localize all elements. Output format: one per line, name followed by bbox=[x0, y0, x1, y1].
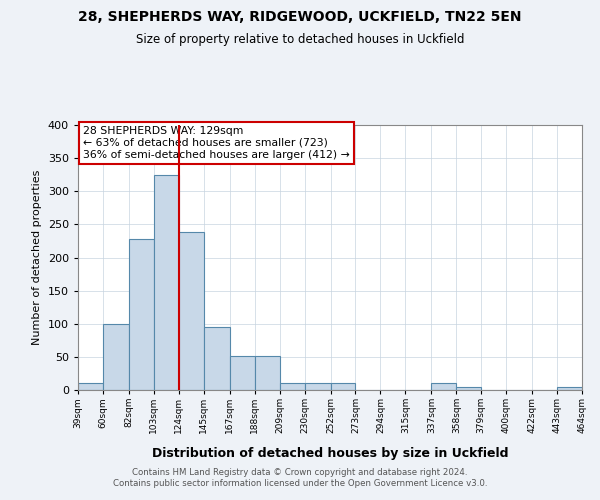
Bar bbox=[456, 386, 481, 390]
Bar bbox=[179, 232, 204, 390]
Bar bbox=[230, 356, 254, 390]
Bar bbox=[305, 384, 331, 390]
Bar bbox=[557, 386, 582, 390]
Y-axis label: Number of detached properties: Number of detached properties bbox=[32, 170, 42, 345]
Bar bbox=[103, 324, 129, 390]
Text: 28, SHEPHERDS WAY, RIDGEWOOD, UCKFIELD, TN22 5EN: 28, SHEPHERDS WAY, RIDGEWOOD, UCKFIELD, … bbox=[78, 10, 522, 24]
Bar bbox=[331, 384, 355, 390]
Text: Contains HM Land Registry data © Crown copyright and database right 2024.
Contai: Contains HM Land Registry data © Crown c… bbox=[113, 468, 487, 487]
Bar bbox=[280, 384, 305, 390]
Bar bbox=[204, 327, 230, 390]
Text: Size of property relative to detached houses in Uckfield: Size of property relative to detached ho… bbox=[136, 32, 464, 46]
Bar bbox=[78, 384, 103, 390]
Text: Distribution of detached houses by size in Uckfield: Distribution of detached houses by size … bbox=[152, 447, 508, 460]
Bar bbox=[154, 174, 179, 390]
Bar bbox=[254, 356, 280, 390]
Text: 28 SHEPHERDS WAY: 129sqm
← 63% of detached houses are smaller (723)
36% of semi-: 28 SHEPHERDS WAY: 129sqm ← 63% of detach… bbox=[83, 126, 350, 160]
Bar bbox=[431, 384, 456, 390]
Bar bbox=[129, 239, 154, 390]
